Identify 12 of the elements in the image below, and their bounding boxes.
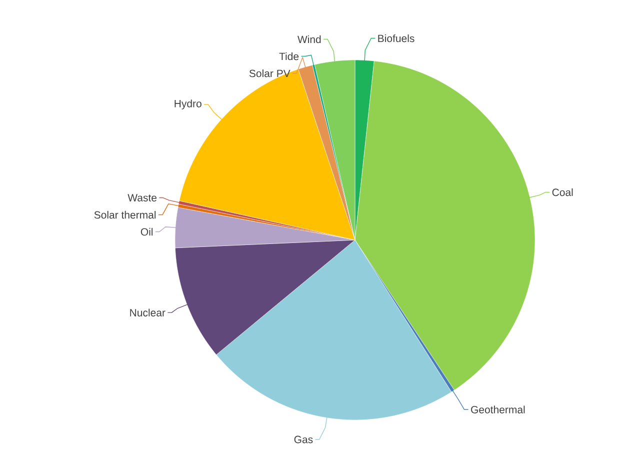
slice-label: Nuclear (130, 308, 166, 316)
slice-label: Tide (279, 52, 299, 60)
slice-label: Oil (140, 228, 153, 236)
slice-label: Solar PV (249, 69, 290, 78)
slice-label: Waste (128, 194, 157, 202)
slice-label: Gas (294, 436, 313, 444)
slice-label: Wind (297, 35, 321, 44)
slice-label: Hydro (174, 100, 202, 110)
slice-label: Solar thermal (94, 210, 156, 219)
slice-label: Geothermal (471, 406, 525, 414)
slice-label: Coal (552, 188, 573, 196)
slice-label: Biofuels (378, 34, 414, 42)
